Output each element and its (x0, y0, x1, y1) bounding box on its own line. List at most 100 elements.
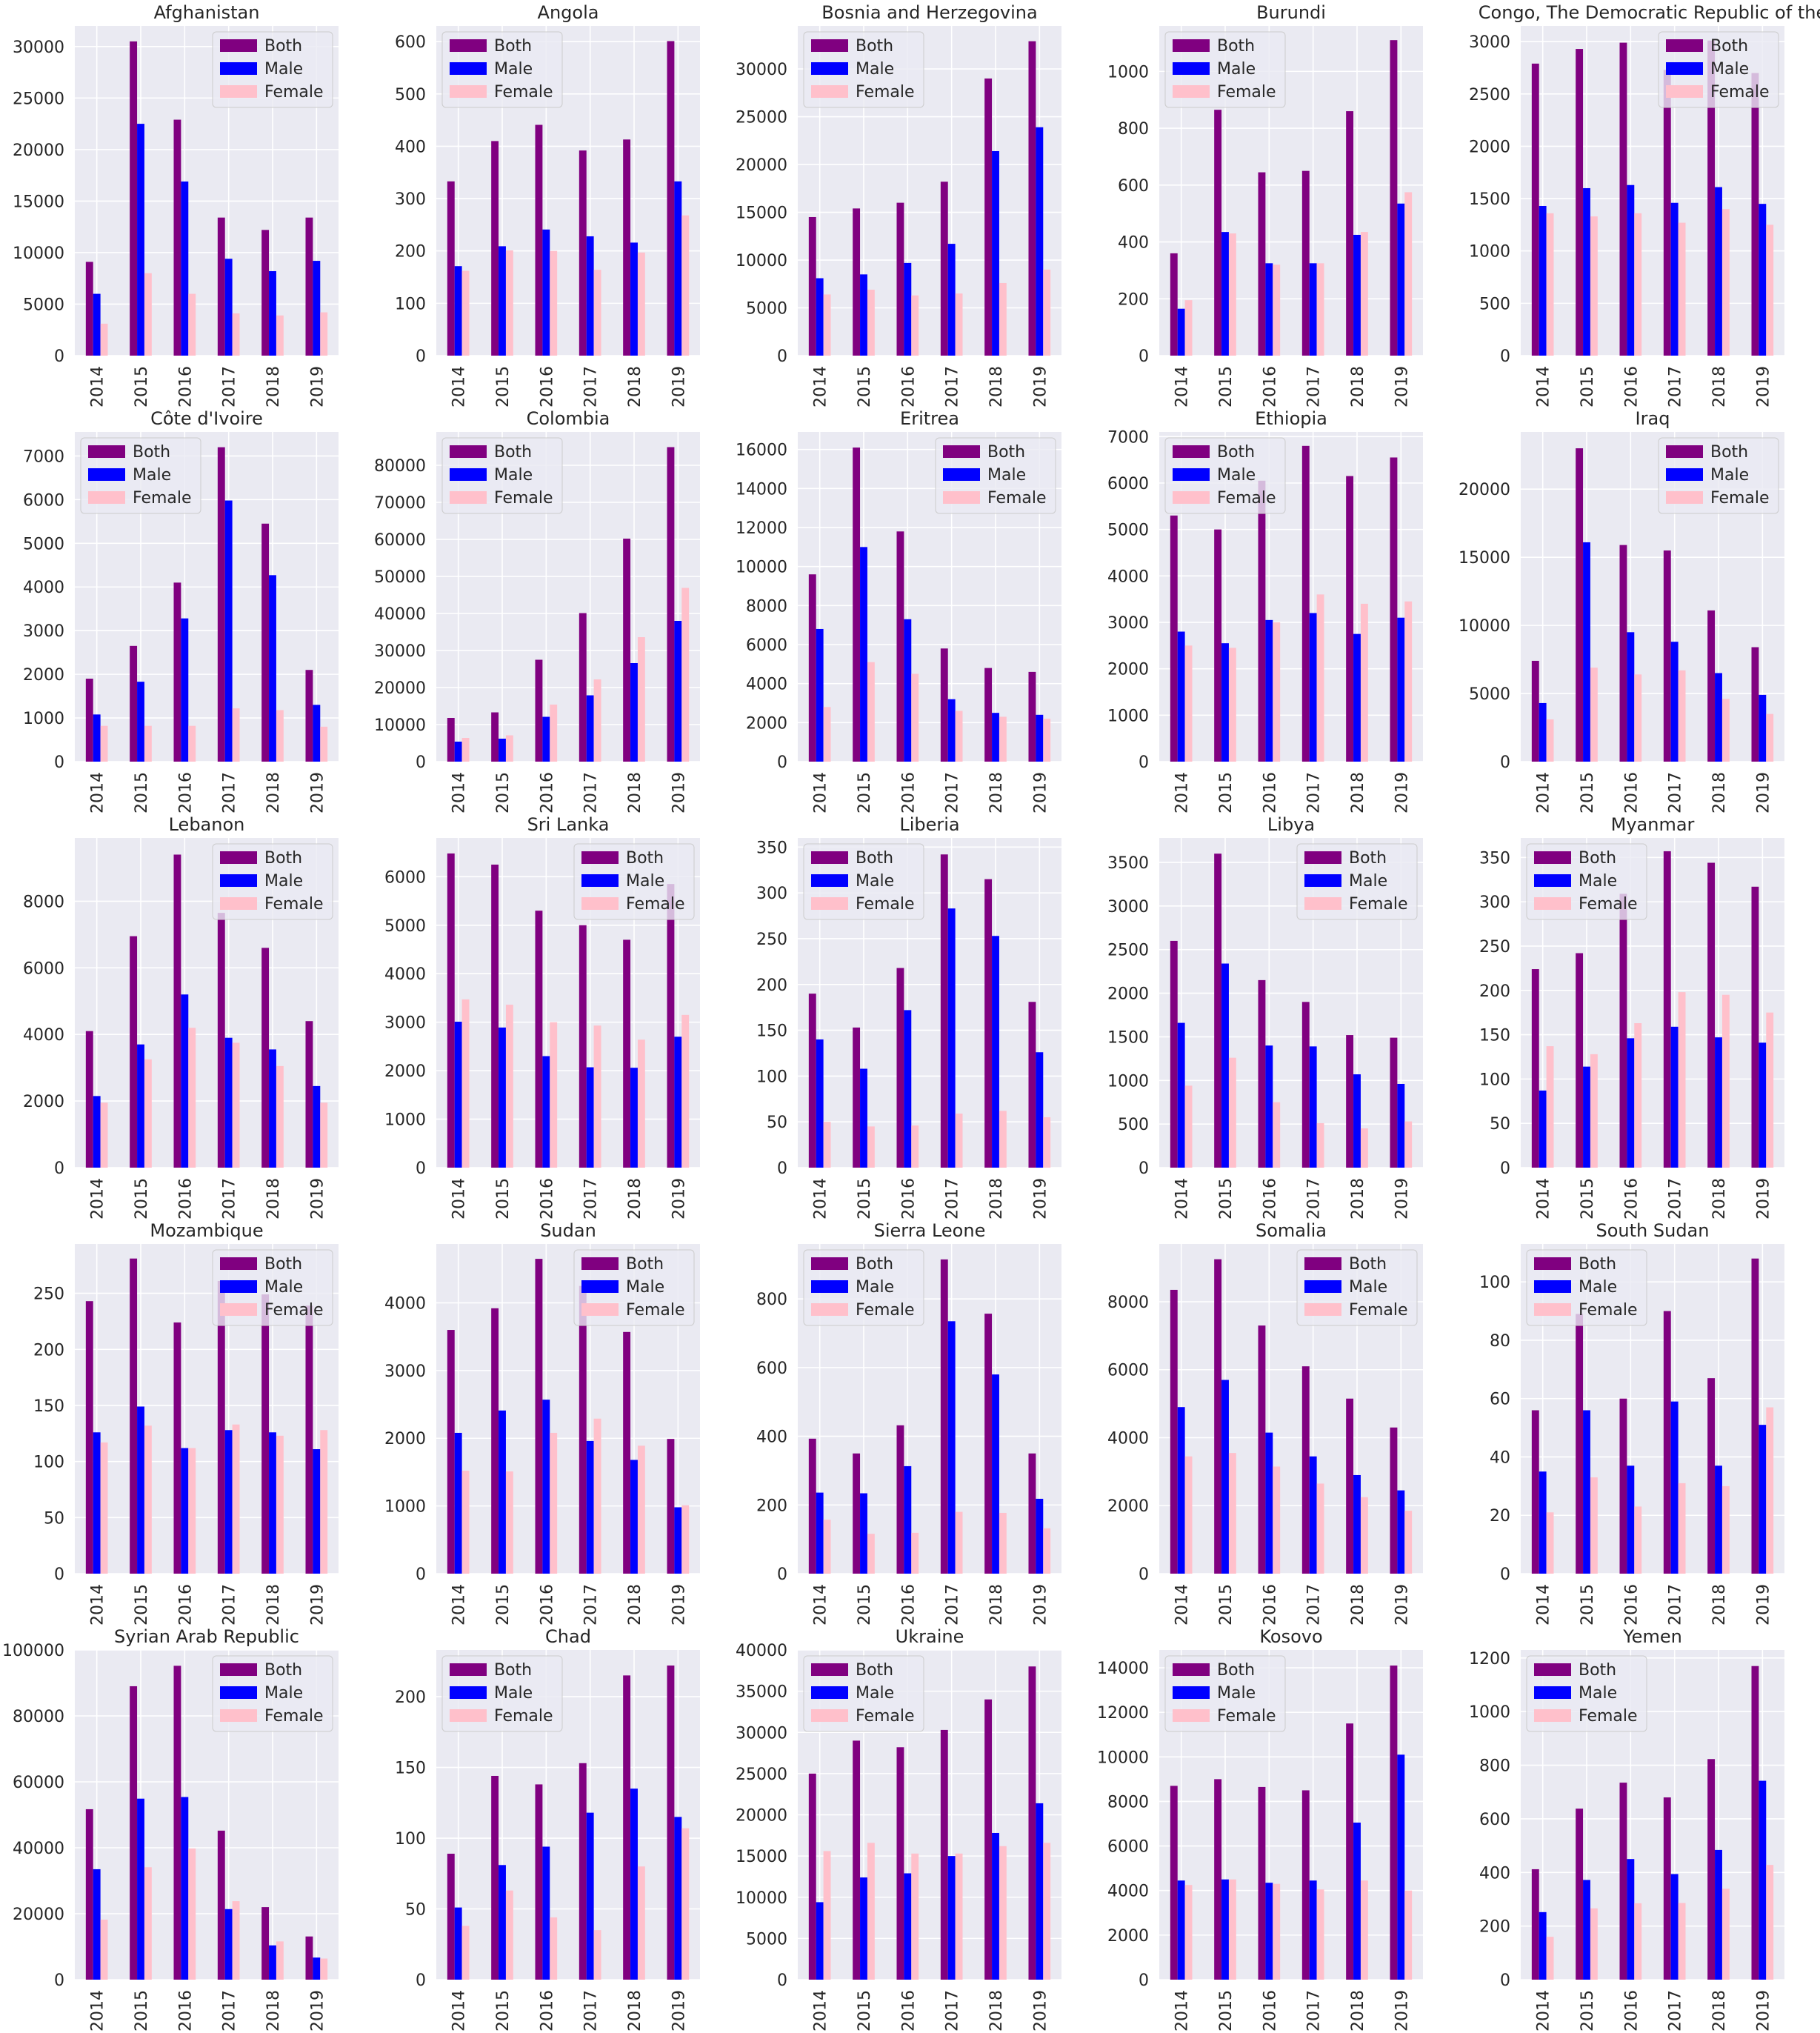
y-tick-label: 1000 (384, 1111, 426, 1130)
y-tick-label: 3000 (1107, 614, 1149, 633)
bar-both-2017 (217, 1830, 225, 1980)
legend-swatch-female (1534, 1709, 1571, 1722)
legend-label-male: Male (1217, 1684, 1256, 1703)
legend-label-female: Female (1349, 895, 1408, 914)
legend: Both Male Female (212, 843, 333, 920)
y-tick-label: 2000 (1107, 985, 1149, 1004)
bar-both-2017 (1301, 1790, 1310, 1980)
y-tick-label: 0 (1139, 753, 1149, 772)
bar-female-2014 (823, 1851, 831, 1980)
bar-both-2015 (1576, 953, 1584, 1168)
y-tick-label: 70000 (374, 494, 426, 513)
bar-both-2015 (1214, 110, 1222, 356)
y-tick-label: 10000 (736, 252, 787, 270)
x-tick-label: 2018 (1349, 366, 1367, 407)
y-tick-label: 0 (54, 1159, 64, 1178)
bar-both-2019 (305, 1305, 313, 1574)
bar-male-2016 (1265, 619, 1273, 762)
bar-both-2017 (1663, 1311, 1671, 1574)
chart-title: Congo, The Democratic Republic of the (1479, 2, 1820, 23)
x-tick-label: 2014 (450, 366, 469, 407)
x-tick-label: 2018 (1710, 1990, 1729, 2032)
chart-panel-sierra-leone: 0 200 400 600 800 2014 2015 2016 2017 2018 2019 Sie… (756, 1220, 1061, 1626)
bar-female-2019 (681, 1828, 690, 1980)
x-tick-label: 2016 (899, 1584, 918, 1626)
legend-swatch-male (811, 1280, 848, 1293)
x-tick-label: 2018 (1710, 1178, 1729, 1220)
chart-panel-iraq: 0 5000 10000 15000 20000 2014 2015 2016 2017 2018… (1459, 408, 1784, 813)
y-tick-label: 4000 (1107, 568, 1149, 586)
bar-female-2016 (550, 705, 558, 762)
bar-both-2014 (447, 718, 455, 762)
bar-male-2015 (499, 246, 506, 356)
legend-swatch-male (1173, 468, 1210, 481)
x-tick-label: 2015 (1579, 772, 1597, 813)
legend: Both Male Female (441, 437, 563, 514)
x-tick-label: 2015 (856, 1178, 874, 1220)
bar-female-2016 (1273, 622, 1281, 762)
bar-female-2015 (505, 735, 513, 762)
bar-female-2017 (1678, 1483, 1686, 1574)
legend: Both Male Female (803, 31, 924, 108)
bar-female-2014 (461, 999, 470, 1168)
bar-female-2016 (1634, 674, 1642, 762)
bar-male-2016 (542, 1846, 550, 1980)
chart-title: Liberia (899, 814, 959, 835)
x-tick-label: 2014 (812, 1178, 830, 1220)
x-tick-label: 2018 (1710, 366, 1729, 407)
bar-both-2019 (1390, 40, 1398, 356)
bar-male-2014 (1539, 205, 1547, 356)
y-tick-label: 10000 (13, 244, 64, 263)
bar-male-2017 (586, 1440, 594, 1574)
y-tick-label: 1000 (1107, 63, 1149, 81)
bar-both-2019 (1028, 1453, 1036, 1574)
y-tick-label: 0 (416, 1972, 426, 1990)
x-tick-label: 2015 (1579, 366, 1597, 407)
x-tick-label: 2016 (1261, 1990, 1279, 2032)
bar-both-2018 (984, 1699, 993, 1980)
bar-female-2015 (867, 1126, 875, 1168)
x-tick-label: 2017 (582, 366, 601, 407)
bar-both-2019 (305, 1936, 313, 1980)
bar-male-2016 (904, 1010, 912, 1168)
x-tick-label: 2015 (494, 1990, 513, 2032)
bar-female-2016 (188, 293, 196, 356)
x-tick-label: 2018 (1349, 772, 1367, 813)
bar-both-2016 (1258, 172, 1266, 356)
chart-title: Syrian Arab Republic (114, 1626, 299, 1647)
legend-label-male: Male (856, 872, 894, 891)
legend-label-male: Male (494, 1684, 533, 1703)
legend-label-both: Both (1710, 37, 1748, 56)
bar-both-2019 (1028, 1002, 1036, 1168)
x-tick-label: 2017 (221, 1178, 239, 1220)
bar-male-2017 (1309, 1880, 1317, 1980)
bar-male-2018 (269, 575, 276, 762)
bar-female-2014 (1184, 645, 1193, 762)
y-tick-label: 250 (756, 931, 787, 949)
bar-male-2014 (1177, 631, 1185, 762)
x-tick-label: 2017 (582, 1584, 601, 1626)
bar-both-2019 (1028, 1666, 1036, 1980)
x-tick-label: 2015 (856, 1584, 874, 1626)
x-tick-label: 2017 (221, 1990, 239, 2032)
bar-female-2019 (1404, 1511, 1413, 1574)
bar-male-2019 (1759, 1780, 1767, 1980)
bar-male-2016 (181, 994, 189, 1168)
bar-both-2019 (1390, 457, 1398, 762)
bar-female-2015 (1590, 1908, 1598, 1980)
legend-swatch-female (220, 1303, 257, 1316)
y-tick-label: 40 (1490, 1448, 1510, 1467)
legend-swatch-both (1173, 1663, 1210, 1676)
legend-label-both: Both (856, 1255, 893, 1274)
bar-male-2014 (93, 1096, 101, 1168)
bar-both-2015 (491, 864, 499, 1168)
bar-female-2014 (1184, 300, 1193, 356)
bar-male-2018 (992, 936, 999, 1168)
y-tick-label: 0 (777, 1972, 787, 1990)
bar-female-2015 (144, 273, 152, 356)
y-tick-label: 0 (1500, 347, 1510, 366)
bar-male-2016 (904, 619, 912, 762)
bar-female-2019 (1404, 1890, 1413, 1980)
bar-both-2015 (1576, 1809, 1584, 1980)
bar-male-2016 (181, 1448, 189, 1574)
